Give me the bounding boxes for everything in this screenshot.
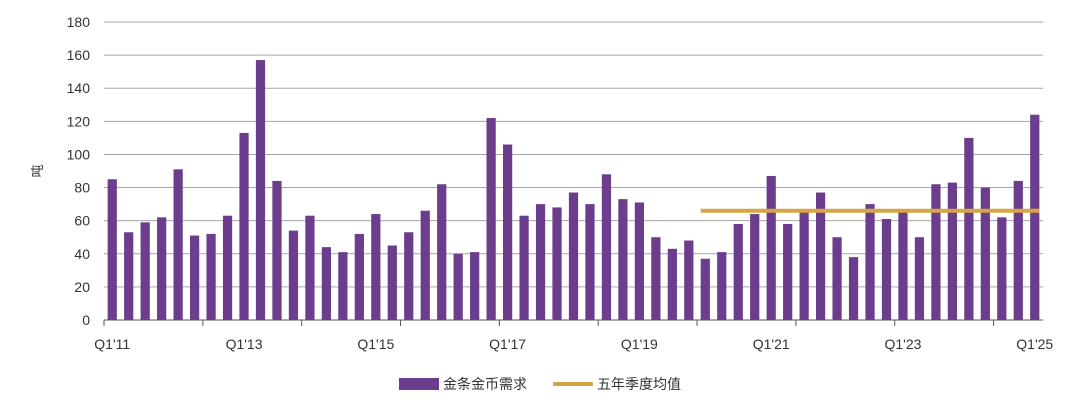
legend-label-line: 五年季度均值 (597, 377, 681, 393)
bar (437, 184, 447, 320)
bar (486, 118, 496, 321)
bar (865, 204, 875, 320)
bar (222, 215, 233, 320)
bar (173, 169, 183, 320)
y-tick-label: 100 (67, 146, 91, 162)
bar (107, 179, 117, 320)
legend: 金条金币需求 五年季度均值 (0, 372, 1080, 396)
bar (568, 192, 579, 320)
bar (766, 175, 776, 320)
bar (420, 210, 430, 320)
legend-label-bars: 金条金币需求 (443, 377, 527, 393)
bar (305, 215, 315, 320)
y-tick-label: 80 (74, 180, 90, 196)
bar (783, 223, 793, 320)
bar (272, 180, 282, 320)
bar (898, 210, 908, 320)
bar (1013, 180, 1023, 320)
bar (651, 237, 661, 320)
x-tick-label: Q1'17 (489, 336, 526, 352)
y-tick-label: 20 (74, 279, 90, 295)
bar (239, 132, 249, 320)
bar (371, 214, 381, 320)
bar (815, 192, 826, 320)
y-tick-label: 120 (67, 113, 91, 129)
bar (601, 174, 612, 320)
bar (140, 222, 150, 320)
bar (700, 258, 710, 320)
bar (717, 252, 727, 320)
bar (255, 60, 266, 320)
x-tick-label: Q1'25 (1016, 336, 1053, 352)
legend-item-bars: 金条金币需求 (399, 374, 527, 394)
bar (832, 237, 842, 320)
y-axis-title: 吨 (31, 164, 46, 177)
bar (502, 144, 513, 320)
bar (288, 230, 299, 320)
bar (124, 232, 134, 320)
bar (453, 253, 463, 320)
bar (848, 257, 859, 320)
bar (552, 207, 562, 320)
bar (189, 235, 200, 320)
bar (733, 223, 743, 320)
bar (585, 204, 595, 320)
legend-swatch-bars (399, 378, 439, 390)
bar (321, 247, 332, 320)
y-tick-label: 40 (74, 246, 90, 262)
bar (799, 209, 809, 320)
bar (387, 245, 397, 320)
bar (634, 202, 645, 320)
x-tick-label: Q1'23 (885, 336, 922, 352)
bar (535, 204, 546, 320)
bar (618, 199, 628, 320)
bar (157, 217, 167, 320)
x-tick-label: Q1'21 (753, 336, 790, 352)
bar (980, 187, 990, 320)
bar (931, 184, 941, 320)
bar (914, 237, 925, 320)
y-tick-label: 160 (67, 47, 91, 63)
x-tick-label: Q1'15 (357, 336, 394, 352)
legend-item-line: 五年季度均值 (553, 374, 681, 394)
y-tick-label: 180 (67, 14, 91, 30)
bar (947, 182, 958, 320)
bar (1030, 114, 1040, 320)
legend-swatch-line (553, 382, 593, 386)
x-tick-label: Q1'11 (94, 336, 130, 352)
bar (338, 252, 348, 320)
bar (404, 232, 414, 320)
bar (964, 137, 974, 320)
bar (881, 219, 892, 320)
y-tick-label: 140 (67, 80, 91, 96)
bar (667, 248, 677, 320)
x-tick-label: Q1'13 (226, 336, 263, 352)
bar (750, 214, 760, 320)
bar (470, 252, 480, 320)
x-tick-label: Q1'19 (621, 336, 658, 352)
bar (997, 217, 1007, 320)
bar (206, 233, 216, 320)
y-tick-label: 0 (82, 312, 90, 328)
bar (519, 215, 529, 320)
y-tick-label: 60 (74, 213, 90, 229)
bar (684, 240, 694, 320)
bar (354, 233, 364, 320)
